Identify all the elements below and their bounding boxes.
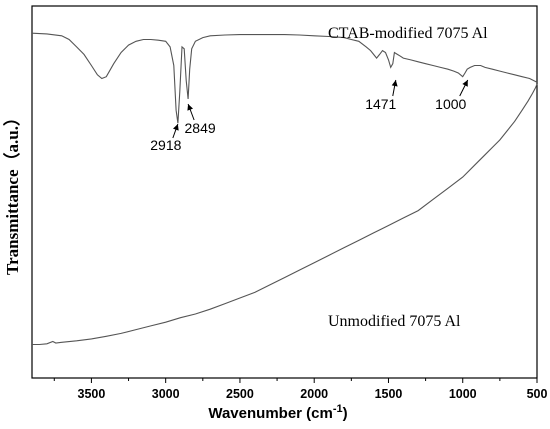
plot-frame xyxy=(31,5,538,379)
annotation-arrowhead xyxy=(462,80,468,87)
annotation-arrowhead xyxy=(187,104,194,111)
x-axis-title-sup: -1 xyxy=(333,403,343,415)
series-label-ctab: CTAB-modified 7075 Al xyxy=(328,25,488,42)
series-label-unmodified: Unmodified 7075 Al xyxy=(328,313,461,330)
peak-label-1000: 1000 xyxy=(435,96,466,112)
annotation-arrowhead xyxy=(173,124,179,131)
x-axis-title-main: Wavenumber (cm xyxy=(208,405,332,422)
y-axis-title: Transmittance（a.u.） xyxy=(2,109,22,275)
spectra xyxy=(31,32,538,346)
x-tick-label: 2000 xyxy=(300,387,328,401)
peak-label-1471: 1471 xyxy=(365,96,396,112)
x-axis-title-end: ) xyxy=(343,405,348,422)
x-axis-title: Wavenumber (cm-1) xyxy=(208,403,347,422)
x-tick-label: 500 xyxy=(527,387,548,401)
x-tick-label: 3500 xyxy=(78,387,106,401)
peak-label-2849: 2849 xyxy=(185,120,216,136)
annotation-arrowhead xyxy=(391,80,398,87)
series-line-unmodified xyxy=(32,83,538,346)
peak-label-2918: 2918 xyxy=(150,137,181,153)
series-line-ctab xyxy=(31,32,538,124)
x-tick-label: 1500 xyxy=(375,387,403,401)
x-tick-label: 2500 xyxy=(226,387,254,401)
x-axis-ticks: 3500 3000 2500 2000 1500 1000 500 xyxy=(53,378,548,401)
x-tick-label: 1000 xyxy=(449,387,477,401)
x-tick-label: 3000 xyxy=(152,387,180,401)
